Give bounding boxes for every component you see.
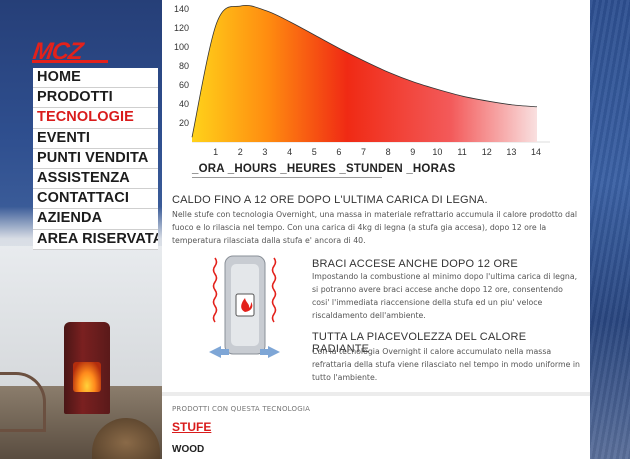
braci-title: BRACI ACCESE ANCHE DOPO 12 ORE [312, 258, 518, 270]
stufe-link[interactable]: STUFE [172, 420, 212, 434]
x-tick-label: 4 [287, 147, 292, 157]
heat-area [192, 5, 537, 143]
y-tick-label: 140 [174, 4, 189, 14]
braci-text: Impostando la combustione al minimo dopo… [312, 272, 578, 320]
y-tick-label: 100 [174, 42, 189, 52]
y-tick-label: 20 [179, 118, 189, 128]
nav-item-eventi[interactable]: EVENTI [33, 128, 158, 149]
nav-item-azienda[interactable]: AZIENDA [33, 209, 158, 230]
products-section-label: PRODOTTI CON QUESTA TECNOLOGIA [172, 405, 311, 413]
x-tick-label: 9 [410, 147, 415, 157]
heat-release-chart: 20 40 60 80 100 120 140 1 2 3 4 5 6 7 8 9 10 11 12 13 14 _O… [162, 0, 590, 190]
wood-link[interactable]: WOOD [172, 444, 205, 455]
section-divider [162, 392, 590, 396]
x-axis: 1 2 3 4 5 6 7 8 9 10 11 12 13 14 [192, 141, 550, 157]
nav-item-punti-vendita[interactable]: PUNTI VENDITA [33, 148, 158, 169]
x-tick-label: 11 [457, 147, 466, 157]
main-nav: HOME PRODOTTI TECNOLOGIE EVENTI PUNTI VE… [33, 68, 158, 250]
flame-icon [241, 298, 253, 312]
x-tick-label: 10 [432, 147, 442, 157]
fire-image [73, 362, 101, 392]
heat-wave-arrows [212, 257, 277, 323]
content-panel: 20 40 60 80 100 120 140 1 2 3 4 5 6 7 8 9 10 11 12 13 14 _O… [162, 0, 590, 459]
x-tick-label: 14 [531, 147, 541, 157]
nav-item-contattaci[interactable]: CONTATTACI [33, 189, 158, 210]
x-tick-label: 8 [386, 147, 391, 157]
x-tick-label: 6 [336, 147, 341, 157]
y-tick-label: 80 [179, 61, 189, 71]
logo-underline [32, 60, 108, 63]
nav-item-area-riservata[interactable]: AREA RISERVATA [33, 229, 158, 250]
x-tick-label: 5 [312, 147, 317, 157]
x-tick-label: 13 [506, 147, 516, 157]
heat-curve [191, 4, 538, 138]
intro-text: Nelle stufe con tecnologia Overnight, un… [172, 210, 578, 245]
tutta-text: Con la tecnologia Overnight il calore ac… [312, 347, 580, 382]
x-axis-label-underline [192, 177, 382, 178]
refractory-mass-diagram [209, 255, 280, 358]
x-tick-label: 7 [361, 147, 366, 157]
stove-image [64, 322, 110, 414]
x-tick-label: 1 [213, 147, 218, 157]
chair-image [0, 372, 46, 432]
nav-item-tecnologie[interactable]: TECNOLOGIE [33, 108, 158, 129]
y-axis: 20 40 60 80 100 120 140 [174, 4, 189, 128]
y-tick-label: 120 [174, 23, 189, 33]
y-tick-label: 60 [179, 80, 189, 90]
nav-item-home[interactable]: HOME [33, 68, 158, 89]
x-tick-label: 3 [262, 147, 267, 157]
intro-title: CALDO FINO A 12 ORE DOPO L'ULTIMA CARICA… [172, 194, 488, 206]
nav-item-assistenza[interactable]: ASSISTENZA [33, 168, 158, 190]
tutta-title: TUTTA LA PIACEVOLEZZA DEL CALORE RADIANT… [312, 331, 527, 355]
x-tick-label: 12 [482, 147, 492, 157]
x-axis-label: _ORA _HOURS _HEURES _STUNDEN _HORAS [192, 163, 456, 175]
y-tick-label: 40 [179, 99, 189, 109]
hero-background-right [590, 0, 630, 459]
x-tick-label: 2 [238, 147, 243, 157]
nav-item-prodotti[interactable]: PRODOTTI [33, 88, 158, 109]
denim-texture [590, 0, 630, 459]
radiant-arrows [209, 346, 280, 358]
